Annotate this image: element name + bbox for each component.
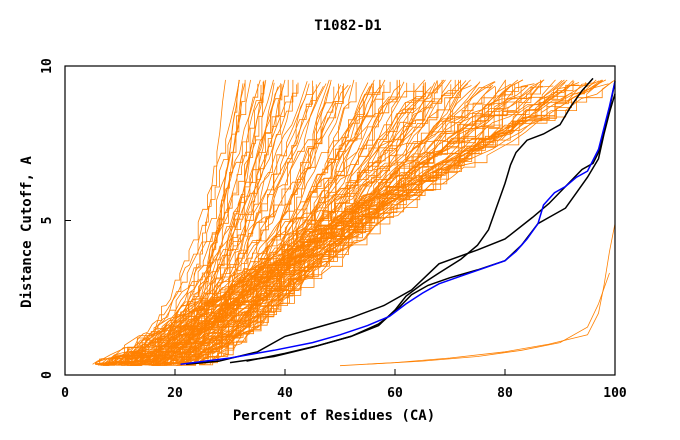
series-line-other	[141, 79, 597, 364]
series-line-other	[165, 79, 456, 364]
y-tick-label: 10	[40, 58, 55, 74]
series-line-other	[162, 82, 596, 364]
x-tick-label: 20	[167, 386, 183, 401]
y-tick-label: 5	[40, 217, 55, 225]
x-tick-label: 40	[277, 386, 293, 401]
series-line-other	[120, 80, 438, 363]
series-line-other	[134, 85, 491, 366]
series-line-other	[94, 85, 554, 364]
series-line-black	[229, 93, 616, 364]
series-line-other	[100, 81, 496, 365]
chart-title: T1082-D1	[314, 18, 381, 34]
x-tick-label: 100	[603, 386, 627, 401]
series-line-other	[163, 84, 580, 366]
series-line-other	[339, 223, 616, 367]
series-line-other	[174, 81, 613, 365]
x-tick-label: 0	[61, 386, 69, 401]
x-axis-label: Percent of Residues (CA)	[233, 408, 435, 424]
series-line-other	[102, 79, 556, 364]
series-line-other	[109, 83, 609, 365]
y-axis: 0 5 10	[40, 58, 71, 379]
x-tick-label: 80	[497, 386, 513, 401]
series-line-other	[99, 79, 274, 366]
series-line-other	[179, 79, 616, 363]
series-line-other	[142, 79, 604, 365]
y-axis-label: Distance Cutoff, A	[19, 156, 35, 308]
series-line-other	[174, 83, 469, 364]
series-line-other	[130, 80, 603, 366]
series-line-other	[179, 82, 566, 366]
series-line-other	[367, 272, 610, 365]
series-line-other	[181, 79, 607, 366]
series-line-other	[105, 84, 385, 366]
series-line-other	[168, 79, 545, 364]
series-line-other	[130, 79, 523, 366]
series-line-other	[168, 80, 265, 365]
series-line-other	[117, 83, 512, 365]
series-line-other	[162, 79, 565, 366]
series-layer	[92, 77, 616, 367]
series-line-other	[172, 79, 544, 364]
series-line-other	[136, 79, 602, 364]
series-line-blue	[180, 81, 616, 365]
series-line-other	[143, 82, 587, 366]
x-axis: 0 20 40 60 80 100	[61, 369, 627, 401]
series-line-other	[194, 82, 540, 365]
series-line-black	[185, 81, 616, 365]
y-tick-label: 0	[40, 371, 55, 379]
x-tick-label: 60	[387, 386, 403, 401]
series-line-other	[186, 83, 373, 366]
series-line-other	[175, 84, 494, 364]
series-line-other	[131, 84, 452, 365]
